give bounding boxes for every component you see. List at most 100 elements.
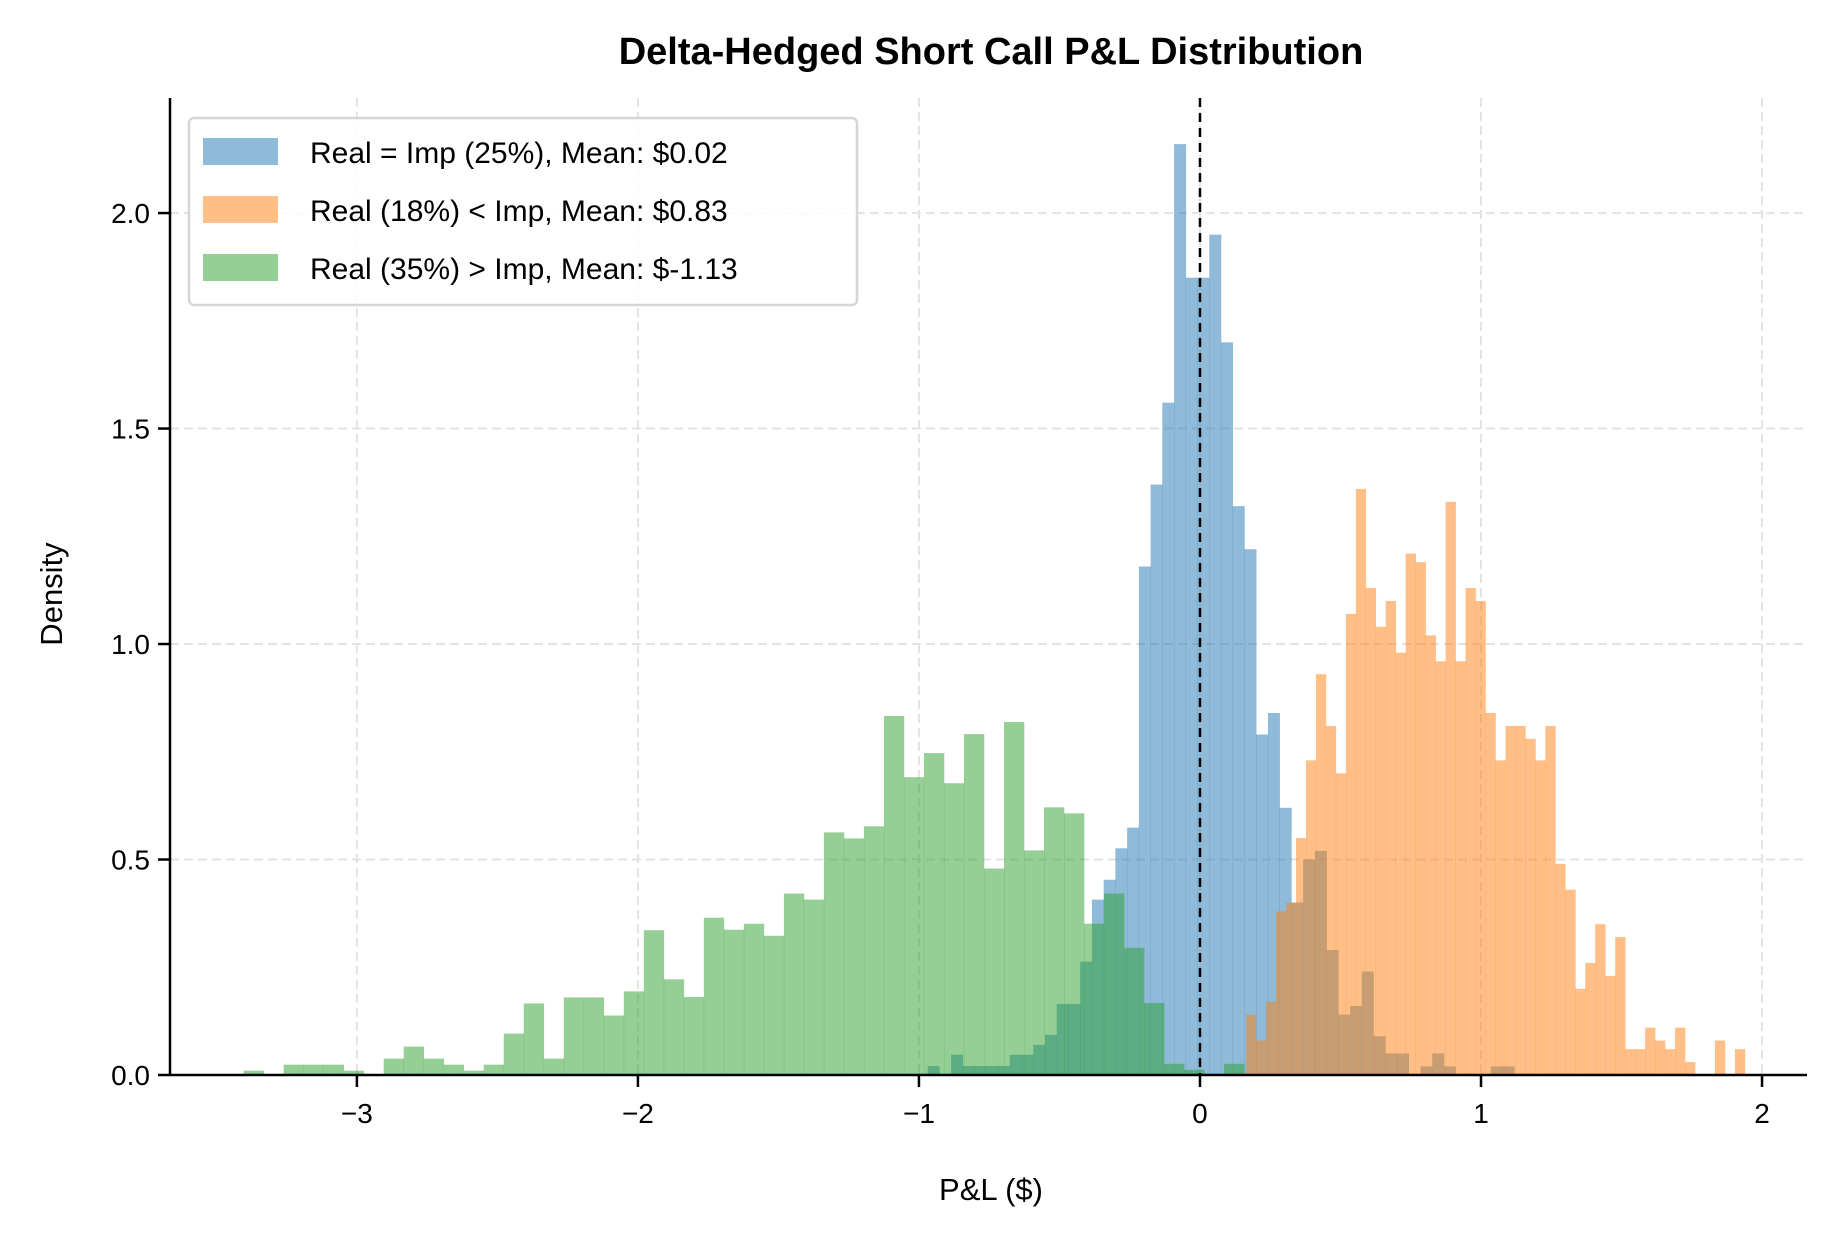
legend-label: Real = Imp (25%), Mean: $0.02 bbox=[310, 137, 728, 170]
histogram-bar bbox=[1565, 889, 1576, 1075]
histogram-bar bbox=[883, 716, 905, 1075]
histogram-bar bbox=[1184, 1069, 1205, 1075]
histogram-bar bbox=[1395, 652, 1406, 1075]
histogram-bar bbox=[1266, 1001, 1277, 1075]
histogram-bar bbox=[1575, 988, 1586, 1075]
histogram-bar bbox=[663, 979, 685, 1075]
histogram-bar bbox=[843, 838, 865, 1075]
legend-frame bbox=[187, 116, 859, 307]
x-tick-label: −2 bbox=[622, 1098, 654, 1129]
histogram-bar bbox=[563, 997, 585, 1075]
histogram-bar bbox=[1635, 1049, 1646, 1075]
histogram-bar bbox=[1734, 1049, 1746, 1075]
histogram-bar bbox=[583, 997, 605, 1075]
histogram-bar bbox=[1605, 975, 1616, 1075]
histogram-bar bbox=[1445, 501, 1456, 1075]
histogram-bar bbox=[1084, 923, 1105, 1075]
x-tick-label: −3 bbox=[341, 1098, 373, 1129]
histogram-bar bbox=[1064, 813, 1085, 1075]
histogram-bar bbox=[983, 868, 1005, 1075]
histogram-bar bbox=[903, 777, 925, 1075]
histogram-bar bbox=[1455, 661, 1466, 1075]
histogram-bar bbox=[1305, 760, 1317, 1075]
axes: −3 −2 −1 0 1 2 0.0 0.5 1.0 1.5 2.0 bbox=[111, 98, 1807, 1129]
series-2 bbox=[243, 716, 1245, 1075]
histogram-bars bbox=[243, 144, 1746, 1076]
histogram-bar bbox=[1645, 1027, 1656, 1075]
histogram-bar bbox=[1256, 734, 1269, 1075]
histogram-bar bbox=[1345, 613, 1357, 1075]
x-tick-label: 1 bbox=[1473, 1098, 1489, 1129]
histogram-bar bbox=[543, 1058, 565, 1075]
histogram-bar bbox=[1044, 807, 1065, 1075]
legend-label: Real (35%) > Imp, Mean: $-1.13 bbox=[310, 253, 738, 286]
histogram-bar bbox=[1315, 674, 1327, 1075]
histogram-bar bbox=[323, 1064, 344, 1075]
legend-label: Real (18%) < Imp, Mean: $0.83 bbox=[310, 195, 728, 228]
histogram-bar bbox=[1435, 661, 1446, 1075]
histogram-bar bbox=[1275, 911, 1287, 1075]
histogram-bar bbox=[963, 734, 985, 1075]
legend-swatch bbox=[203, 138, 278, 165]
histogram-bar bbox=[403, 1046, 425, 1075]
y-axis-label: Density bbox=[34, 542, 69, 646]
histogram-bar bbox=[1124, 947, 1145, 1075]
histogram-bar bbox=[523, 1003, 545, 1075]
x-axis-label: P&L ($) bbox=[939, 1172, 1043, 1207]
histogram-bar bbox=[1615, 937, 1626, 1075]
histogram-bar bbox=[723, 929, 745, 1075]
histogram-bar bbox=[783, 893, 805, 1075]
histogram-bar bbox=[863, 826, 885, 1075]
histogram-bar bbox=[1244, 549, 1257, 1075]
histogram-bar bbox=[1246, 1014, 1257, 1075]
y-tick-label: 1.0 bbox=[111, 629, 150, 660]
histogram-bar bbox=[1335, 773, 1347, 1075]
histogram-bar bbox=[1162, 402, 1175, 1075]
histogram-bar bbox=[1525, 738, 1536, 1075]
histogram-bar bbox=[1485, 712, 1496, 1075]
histogram-bar bbox=[1555, 863, 1566, 1075]
y-tick-label: 2.0 bbox=[111, 198, 150, 229]
histogram-bar bbox=[1174, 144, 1187, 1075]
histogram-bar bbox=[923, 753, 945, 1075]
histogram-bar bbox=[1495, 760, 1506, 1075]
histogram-bar bbox=[1164, 1063, 1185, 1075]
histogram-bar bbox=[1415, 562, 1426, 1075]
histogram-bar bbox=[503, 1033, 525, 1075]
histogram-bar bbox=[1665, 1049, 1676, 1075]
histogram-bar bbox=[943, 783, 965, 1075]
histogram-bar bbox=[423, 1058, 445, 1075]
histogram-bar bbox=[383, 1058, 405, 1075]
histogram-bar bbox=[343, 1070, 364, 1075]
histogram-bar bbox=[603, 1015, 625, 1075]
histogram-bar bbox=[1325, 725, 1337, 1075]
histogram-bar bbox=[703, 917, 725, 1075]
histogram-bar bbox=[1475, 600, 1486, 1075]
histogram-bar bbox=[1224, 1063, 1245, 1075]
histogram-bar bbox=[1150, 484, 1163, 1075]
histogram-bar bbox=[1232, 506, 1245, 1075]
histogram-bar bbox=[303, 1064, 324, 1075]
histogram-bar bbox=[1209, 234, 1222, 1076]
x-tick-label: 0 bbox=[1192, 1098, 1208, 1129]
histogram-bar bbox=[243, 1070, 264, 1075]
x-tick-label: 2 bbox=[1754, 1098, 1770, 1129]
histogram-bar bbox=[1355, 488, 1367, 1075]
legend-swatch bbox=[203, 196, 278, 223]
legend: Real = Imp (25%), Mean: $0.02 Real (18%) … bbox=[187, 116, 859, 307]
histogram-bar bbox=[1515, 725, 1526, 1075]
histogram-bar bbox=[1675, 1027, 1686, 1075]
histogram-bar bbox=[1285, 902, 1297, 1075]
histogram-bar bbox=[1595, 924, 1606, 1075]
histogram-bar bbox=[1385, 600, 1397, 1075]
histogram-bar bbox=[1505, 725, 1516, 1075]
histogram-bar bbox=[443, 1064, 465, 1075]
x-tick-label: −1 bbox=[903, 1098, 935, 1129]
histogram-bar bbox=[1104, 893, 1125, 1075]
histogram-bar bbox=[1545, 725, 1556, 1075]
histogram-bar bbox=[1375, 626, 1387, 1075]
histogram-bar bbox=[1256, 1040, 1267, 1075]
histogram-bar bbox=[1405, 553, 1416, 1075]
histogram-bar bbox=[1220, 342, 1234, 1075]
